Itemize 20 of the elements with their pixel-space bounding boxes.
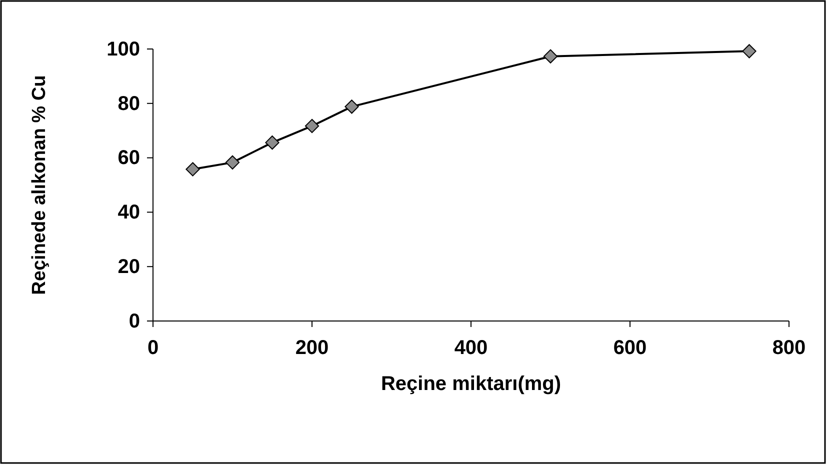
x-tick-label: 200 bbox=[295, 337, 329, 359]
x-tick-label: 400 bbox=[454, 337, 488, 359]
x-tick-label: 800 bbox=[772, 337, 806, 359]
y-tick-label: 60 bbox=[118, 147, 140, 170]
point bbox=[186, 162, 200, 176]
point bbox=[304, 118, 320, 134]
y-axis-title: Reçinede alıkonan % Cu bbox=[29, 75, 50, 295]
y-tick-label: 20 bbox=[118, 256, 140, 278]
y-tick-label: 100 bbox=[106, 38, 140, 60]
y-tick-label: 0 bbox=[128, 310, 140, 332]
x-tick-label: 0 bbox=[147, 337, 159, 359]
point bbox=[225, 155, 240, 170]
y-tick-label: 40 bbox=[118, 202, 140, 224]
y-tick-label: 80 bbox=[118, 92, 140, 115]
point bbox=[344, 100, 359, 114]
point bbox=[742, 44, 756, 58]
point bbox=[543, 49, 558, 64]
x-tick-label: 600 bbox=[613, 337, 647, 359]
x-axis-title: Reçine miktarı(mg) bbox=[380, 373, 562, 395]
point bbox=[265, 136, 280, 150]
